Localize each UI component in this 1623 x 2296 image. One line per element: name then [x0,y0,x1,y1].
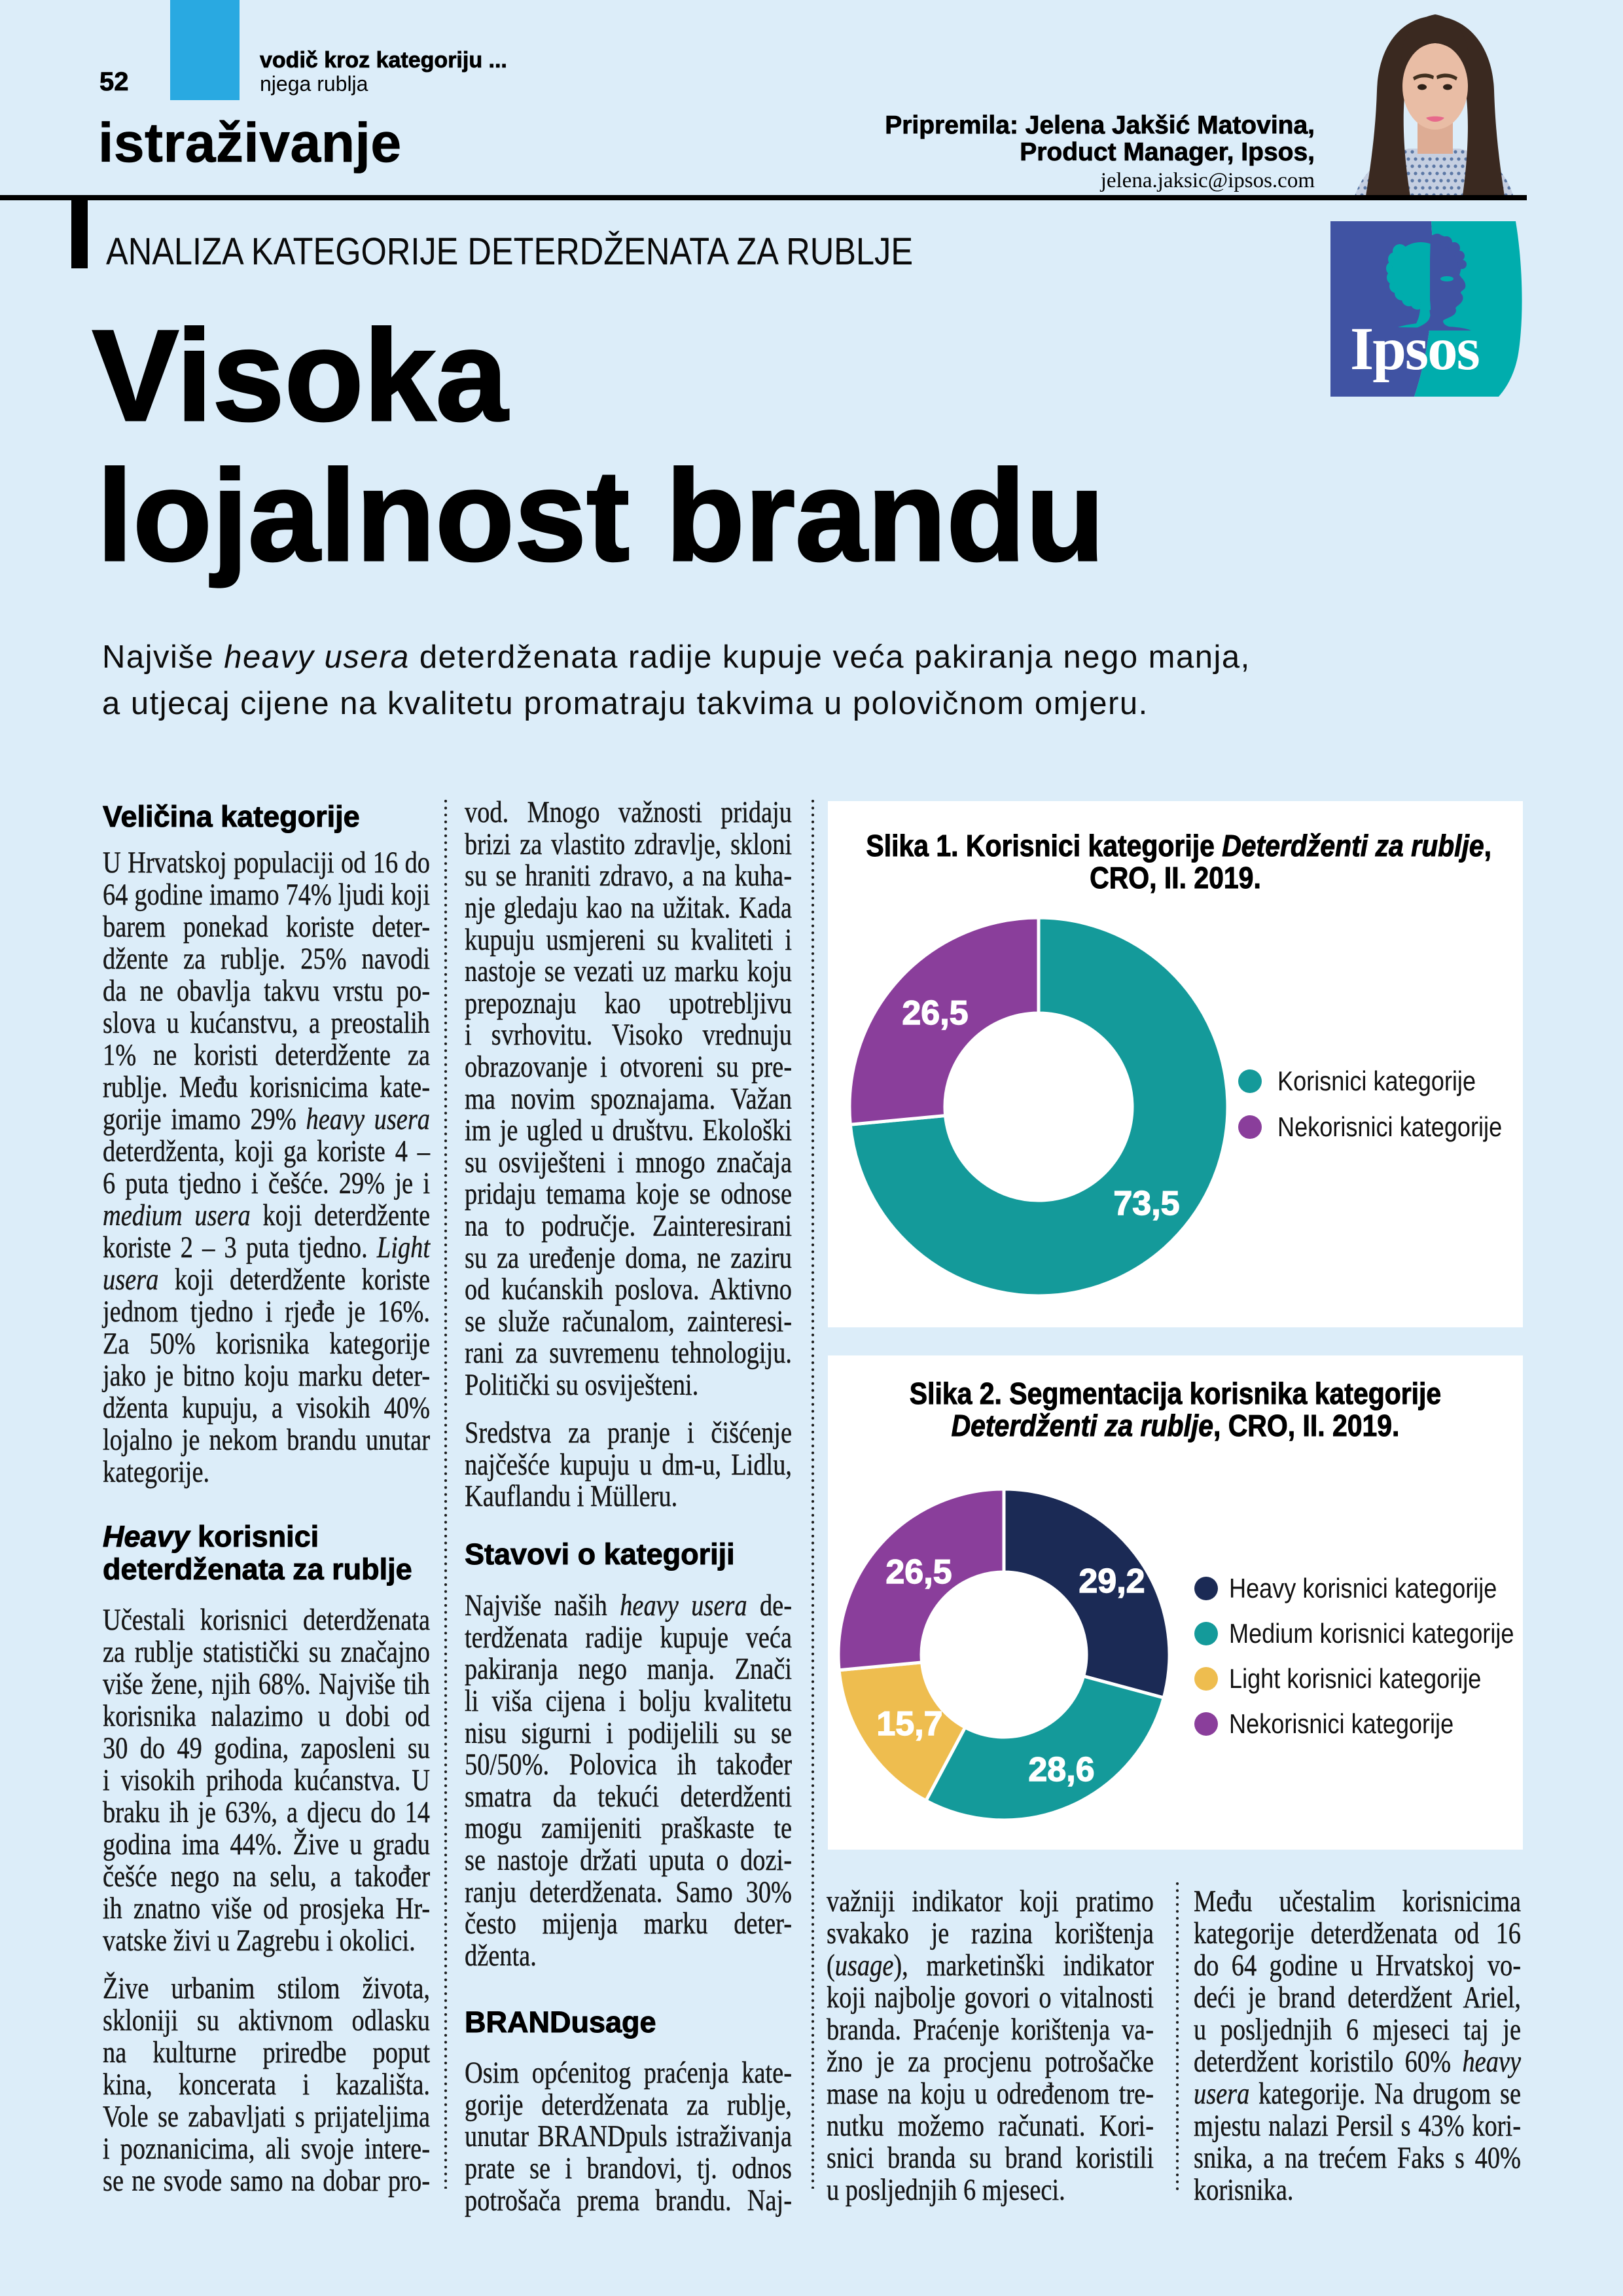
svg-text:Korisnici kategorije: Korisnici kategorije [1277,1067,1476,1097]
svg-text:73,5: 73,5 [1113,1185,1179,1223]
svg-text:29,2: 29,2 [1079,1562,1145,1600]
svg-text:Nekorisnici kategorije: Nekorisnici kategorije [1229,1710,1454,1740]
svg-text:Heavy korisnici kategorije: Heavy korisnici kategorije [1229,1574,1497,1604]
svg-text:Light korisnici kategorije: Light korisnici kategorije [1229,1664,1481,1695]
svg-text:26,5: 26,5 [885,1553,952,1591]
svg-text:28,6: 28,6 [1028,1751,1094,1789]
svg-text:Ipsos: Ipsos [1350,315,1479,383]
svg-text:15,7: 15,7 [876,1705,942,1743]
svg-text:Medium korisnici kategorije: Medium korisnici kategorije [1229,1619,1514,1649]
svg-text:26,5: 26,5 [902,994,968,1032]
svg-text:Nekorisnici kategorije: Nekorisnici kategorije [1277,1113,1502,1143]
